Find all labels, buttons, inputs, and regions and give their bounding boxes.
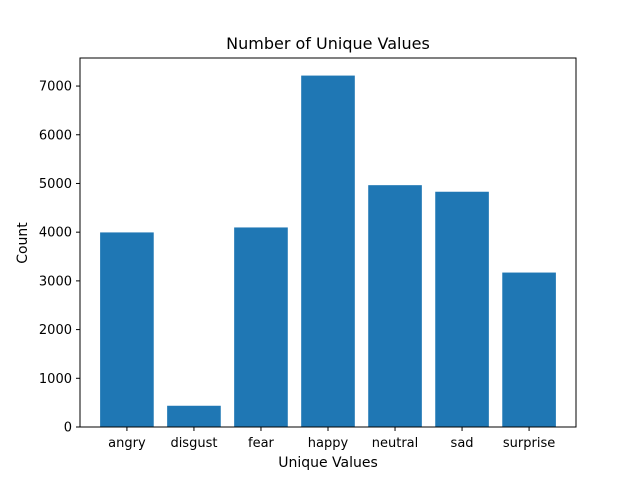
y-axis: 0 1000 2000 3000 4000 5000 6000 7000 bbox=[39, 80, 80, 436]
plot-frame bbox=[79, 57, 577, 428]
x-tick-label: angry bbox=[108, 436, 146, 451]
y-tick-label: 5000 bbox=[39, 177, 72, 192]
bar-disgust bbox=[167, 405, 221, 427]
chart-title: Number of Unique Values bbox=[226, 34, 430, 53]
bar-sad bbox=[435, 191, 489, 427]
x-tick-label: neutral bbox=[372, 436, 419, 451]
x-tick-label: surprise bbox=[503, 436, 555, 451]
bars-layer bbox=[100, 75, 556, 427]
bar-fear bbox=[234, 227, 288, 427]
y-tick-label: 3000 bbox=[39, 274, 72, 289]
bar-happy bbox=[301, 75, 355, 427]
y-tick-label: 1000 bbox=[39, 372, 72, 387]
y-tick-label: 7000 bbox=[39, 80, 72, 95]
bar-surprise bbox=[502, 272, 556, 427]
y-tick-label: 0 bbox=[64, 421, 72, 436]
bar-neutral bbox=[368, 185, 422, 427]
x-tick-label: sad bbox=[451, 436, 474, 451]
x-tick-label: disgust bbox=[170, 436, 217, 451]
x-axis-label: Unique Values bbox=[278, 455, 378, 471]
bar-angry bbox=[100, 232, 154, 427]
y-axis-label: Count bbox=[15, 222, 31, 264]
x-tick-label: happy bbox=[308, 436, 349, 451]
y-tick-label: 4000 bbox=[39, 226, 72, 241]
x-tick-label: fear bbox=[248, 436, 275, 451]
x-axis: angry disgust fear happy neutral sad surprise bbox=[108, 427, 555, 451]
y-tick-label: 6000 bbox=[39, 128, 72, 143]
y-tick-label: 2000 bbox=[39, 323, 72, 338]
